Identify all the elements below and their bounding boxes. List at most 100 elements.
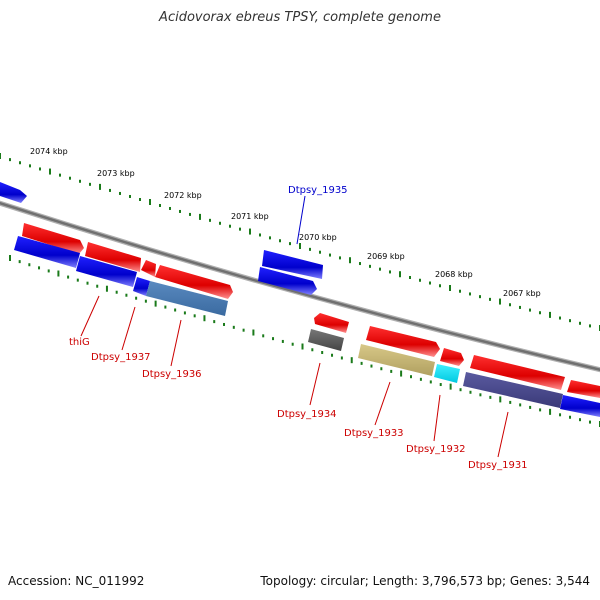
scale-dot bbox=[279, 239, 281, 243]
gene-dtpsy-1934-feature[interactable] bbox=[308, 329, 344, 351]
gene-edge-feature[interactable] bbox=[560, 395, 600, 417]
scale-dot bbox=[28, 263, 31, 267]
gene-label-leaders bbox=[80, 295, 509, 458]
scale-dot bbox=[19, 161, 21, 165]
scale-dot bbox=[183, 311, 186, 315]
gene-dtpsy-1937-cds[interactable] bbox=[85, 242, 141, 272]
gene-steel-feature[interactable] bbox=[146, 281, 228, 316]
scale-dot bbox=[349, 257, 351, 264]
scale-dot bbox=[96, 284, 99, 288]
scale-dot bbox=[579, 321, 581, 325]
gene-reverse-feature-1[interactable] bbox=[14, 236, 80, 268]
gene-label-dtpsy-1935[interactable]: Dtpsy_1935 bbox=[288, 185, 348, 196]
gene-dtpsy-1931-cds[interactable] bbox=[470, 355, 565, 390]
scale-dot bbox=[459, 289, 461, 293]
scale-dot bbox=[589, 324, 591, 328]
scale-dot bbox=[47, 269, 50, 273]
scale-dot bbox=[449, 383, 452, 390]
tick-label-2074: 2074 kbp bbox=[30, 147, 68, 156]
gene-label-dtpsy-1933[interactable]: Dtpsy_1933 bbox=[344, 428, 404, 439]
scale-dot bbox=[89, 182, 91, 186]
scale-dot bbox=[203, 315, 206, 322]
scale-dot bbox=[76, 278, 79, 282]
gene-dtpsy-1932-cds[interactable] bbox=[440, 348, 464, 366]
tick-label-2073: 2073 kbp bbox=[97, 169, 135, 178]
scale-dot bbox=[291, 342, 294, 346]
scale-dot bbox=[29, 164, 31, 168]
gene-reverse-cds[interactable] bbox=[0, 182, 27, 203]
gene-dtpsy-1936-cds[interactable] bbox=[155, 265, 233, 299]
scale-dot bbox=[299, 243, 301, 249]
scale-dot bbox=[380, 367, 383, 371]
scale-dot bbox=[370, 364, 373, 368]
scale-dot bbox=[390, 369, 393, 373]
scale-dot bbox=[359, 262, 361, 266]
scale-dot bbox=[105, 285, 108, 292]
gene-dtpsy-1934-cds[interactable] bbox=[314, 313, 349, 333]
scale-dot bbox=[321, 351, 324, 355]
scale-dot bbox=[252, 329, 255, 336]
gene-label-dtpsy-1931[interactable]: Dtpsy_1931 bbox=[468, 460, 528, 471]
scale-dot bbox=[169, 206, 171, 210]
genome-stats-text: Topology: circular; Length: 3,796,573 bp… bbox=[260, 574, 590, 588]
scale-dot bbox=[589, 420, 592, 424]
scale-dot bbox=[57, 270, 60, 277]
scale-dot bbox=[109, 188, 111, 192]
scale-dot bbox=[119, 191, 121, 195]
gene-dtpsy-1932-feature[interactable] bbox=[434, 364, 460, 383]
scale-dot bbox=[339, 256, 341, 260]
scale-dot bbox=[419, 278, 421, 282]
scale-dot bbox=[0, 153, 1, 159]
gene-dtpsy-1935-feature[interactable] bbox=[258, 267, 317, 295]
scale-dot bbox=[129, 194, 131, 198]
scale-dot bbox=[489, 395, 492, 399]
scale-dot bbox=[469, 292, 471, 296]
scale-dot bbox=[249, 228, 251, 235]
scale-dot bbox=[99, 183, 101, 190]
gene-reverse-feature-2[interactable] bbox=[76, 256, 137, 287]
gene-label-dtpsy-1936[interactable]: Dtpsy_1936 bbox=[142, 369, 202, 380]
scale-dot bbox=[449, 285, 451, 291]
scale-dot bbox=[489, 297, 491, 301]
gene-label-dtpsy-1932[interactable]: Dtpsy_1932 bbox=[406, 444, 466, 455]
scale-dot bbox=[301, 343, 304, 350]
scale-dot bbox=[579, 418, 582, 422]
scale-dot bbox=[272, 337, 275, 341]
scale-dot bbox=[154, 300, 157, 307]
gene-small-cds[interactable] bbox=[141, 260, 156, 277]
scale-dot bbox=[149, 199, 151, 205]
scale-dot bbox=[559, 413, 562, 417]
gene-edge-cds[interactable] bbox=[567, 380, 600, 398]
scale-dot bbox=[329, 253, 331, 257]
inner-scale-ring bbox=[9, 255, 600, 427]
gene-dtpsy-1933-cds[interactable] bbox=[366, 326, 440, 357]
gene-reverse-feature-3[interactable] bbox=[133, 277, 150, 296]
scale-dot bbox=[193, 314, 196, 318]
scale-dot bbox=[9, 158, 11, 162]
gene-dtpsy-1931-feature[interactable] bbox=[463, 372, 563, 408]
gene-thig-cds[interactable] bbox=[22, 223, 84, 254]
gene-dtpsy-1933-feature[interactable] bbox=[358, 344, 435, 376]
gene-label-leader-1935 bbox=[296, 195, 306, 245]
scale-dot bbox=[281, 339, 284, 343]
gene-label-dtpsy-1937[interactable]: Dtpsy_1937 bbox=[91, 352, 151, 363]
scale-dot bbox=[289, 242, 291, 246]
tick-label-2072: 2072 kbp bbox=[164, 191, 202, 200]
scale-dot bbox=[232, 325, 235, 329]
gene-label-thig[interactable]: thiG bbox=[69, 337, 90, 348]
scale-dot bbox=[350, 357, 353, 364]
scale-dot bbox=[410, 375, 413, 379]
scale-dot bbox=[340, 356, 343, 360]
gene-label-dtpsy-1934[interactable]: Dtpsy_1934 bbox=[277, 409, 337, 420]
tick-label-2070: 2070 kbp bbox=[299, 233, 337, 242]
scale-dot bbox=[509, 400, 512, 404]
scale-dot bbox=[459, 388, 462, 392]
scale-dot bbox=[559, 316, 561, 320]
map-title: Acidovorax ebreus TPSY, complete genome bbox=[159, 10, 441, 25]
gene-dtpsy-1935-cds[interactable] bbox=[262, 250, 323, 279]
scale-dot bbox=[379, 267, 381, 271]
scale-dot bbox=[389, 270, 391, 274]
scale-dot bbox=[331, 353, 334, 357]
scale-dot bbox=[400, 370, 403, 377]
tick-label-2071: 2071 kbp bbox=[231, 212, 269, 221]
